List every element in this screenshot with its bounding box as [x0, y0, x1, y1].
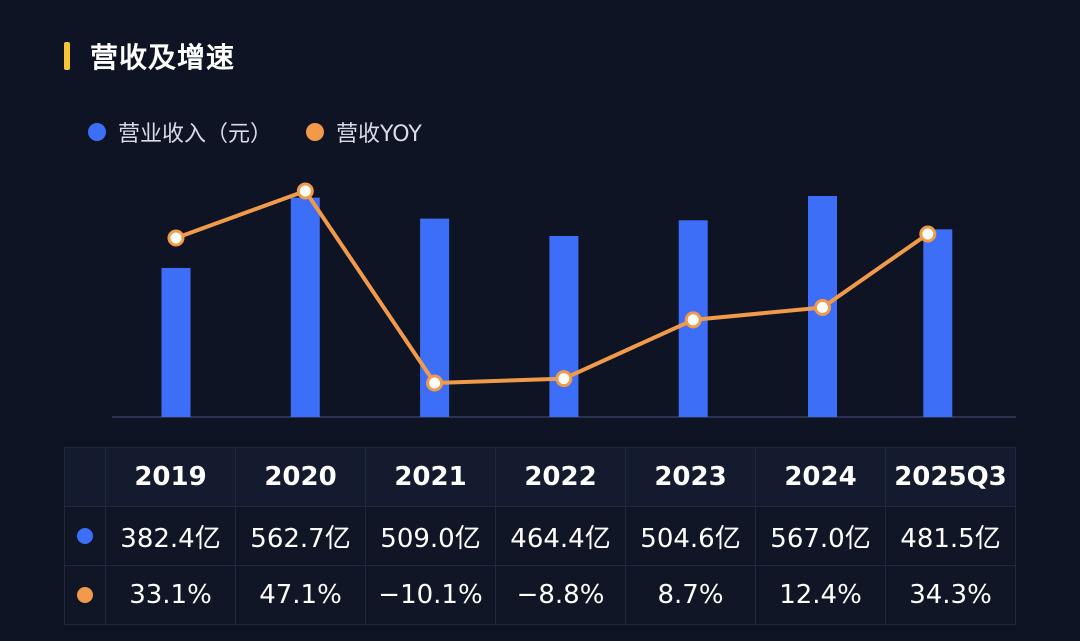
table-header-cell: 2024 — [755, 447, 886, 507]
legend-dot-yoy — [306, 123, 325, 141]
table-header-cell: 2023 — [625, 447, 756, 507]
yoy-point — [919, 225, 937, 243]
table-cell: 509.0亿 — [365, 506, 496, 566]
table-cell: 12.4% — [755, 565, 886, 625]
table-cell: 567.0亿 — [755, 506, 886, 566]
legend-label-revenue: 营业收入（元） — [118, 122, 273, 147]
table-cell: 33.1% — [105, 565, 236, 625]
legend-label-yoy: 营收YOY — [336, 122, 422, 147]
legend: 营业收入（元） 营收YOY — [88, 116, 456, 148]
table-row-yoy: 33.1% 47.1% −10.1% −8.8% 8.7% 12.4% 34.3… — [64, 565, 1016, 625]
legend-item-yoy[interactable]: 营收YOY — [306, 116, 422, 148]
yoy-point — [426, 374, 444, 392]
chart-title: 营收及增速 — [90, 41, 236, 74]
table-header-cell: 2019 — [105, 447, 236, 507]
yoy-point — [814, 298, 831, 316]
table-header-cell: 2025Q3 — [885, 447, 1016, 507]
revenue-bar — [290, 197, 320, 417]
chart-header: 营收及增速 — [64, 38, 235, 74]
legend-item-revenue[interactable]: 营业收入（元） — [88, 116, 272, 148]
title-accent-bar — [64, 42, 70, 70]
table-header-cell: 2021 — [365, 447, 496, 507]
table-header-cell: 2022 — [495, 447, 626, 507]
table-cell: 8.7% — [625, 565, 756, 625]
table-corner-cell — [64, 447, 106, 507]
table-cell: 481.5亿 — [885, 506, 1016, 566]
revenue-bar — [549, 235, 579, 417]
table-cell: 464.4亿 — [495, 506, 626, 566]
yoy-point — [684, 311, 702, 329]
table-cell: 562.7亿 — [235, 506, 366, 566]
yoy-point — [296, 182, 314, 200]
table-header-cell: 2020 — [235, 447, 366, 507]
table-cell: 504.6亿 — [625, 506, 756, 566]
revenue-bar — [161, 267, 191, 417]
yoy-point — [167, 229, 185, 247]
revenue-dot-icon — [77, 528, 93, 544]
table-header-row: 2019 2020 2021 2022 2023 2024 2025Q3 — [64, 447, 1016, 507]
data-table: 2019 2020 2021 2022 2023 2024 2025Q3 382… — [64, 447, 1016, 625]
table-cell: 382.4亿 — [105, 506, 236, 566]
yoy-point — [555, 370, 573, 388]
yoy-dot-icon — [77, 587, 93, 603]
table-row-revenue: 382.4亿 562.7亿 509.0亿 464.4亿 504.6亿 567.0… — [64, 506, 1016, 566]
legend-dot-revenue — [88, 123, 106, 141]
table-cell: 34.3% — [885, 565, 1016, 625]
chart-plot — [112, 182, 1016, 418]
table-marker-cell — [64, 565, 106, 625]
table-cell: −8.8% — [495, 565, 626, 625]
revenue-bar — [923, 229, 953, 417]
table-cell: −10.1% — [365, 565, 496, 625]
table-cell: 47.1% — [235, 565, 366, 625]
table-marker-cell — [64, 506, 106, 566]
